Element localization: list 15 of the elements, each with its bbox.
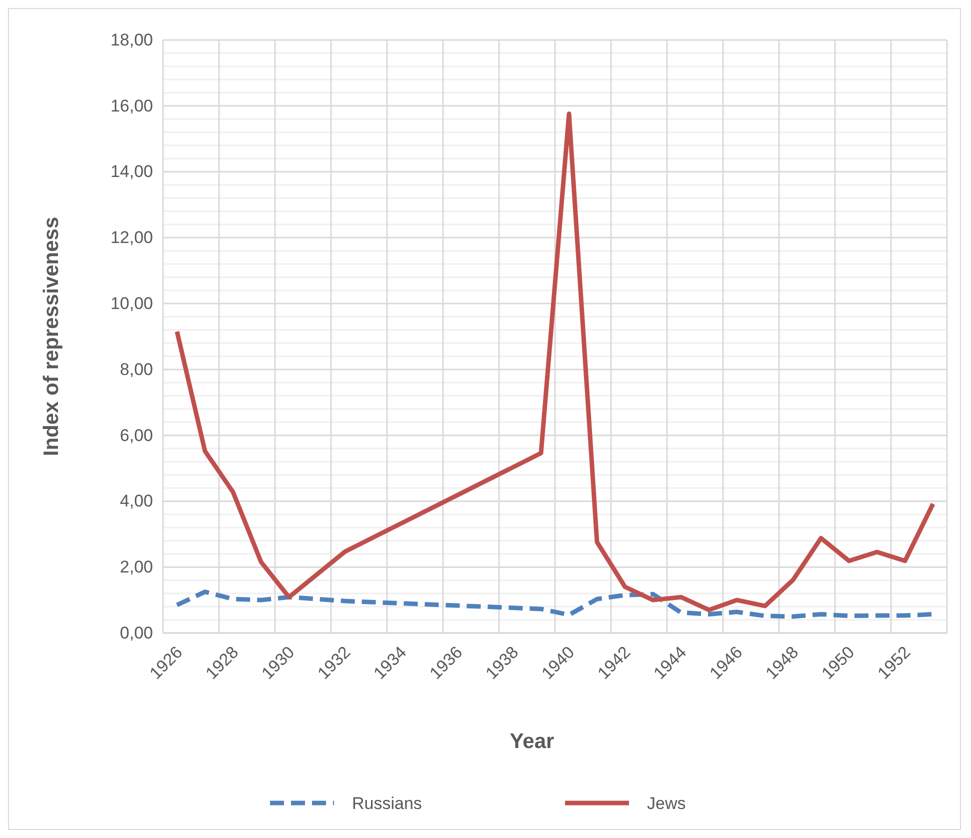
x-axis-title: Year (510, 730, 554, 753)
y-tick-label: 2,00 (120, 558, 153, 577)
y-tick-label: 18,00 (110, 30, 153, 50)
y-tick-label: 10,00 (110, 294, 153, 313)
y-tick-label: 14,00 (110, 162, 153, 182)
legend-label: Jews (647, 794, 686, 813)
y-tick-label: 16,00 (110, 96, 153, 116)
y-tick-label: 0,00 (120, 623, 153, 642)
y-tick-label: 4,00 (120, 492, 153, 511)
y-axis-title: Index of repressiveness (40, 216, 63, 456)
y-tick-label: 12,00 (110, 228, 153, 248)
y-tick-label: 8,00 (120, 360, 153, 379)
line-series (174, 112, 936, 612)
legend-label: Russians (352, 794, 422, 813)
y-tick-label: 6,00 (120, 426, 153, 445)
